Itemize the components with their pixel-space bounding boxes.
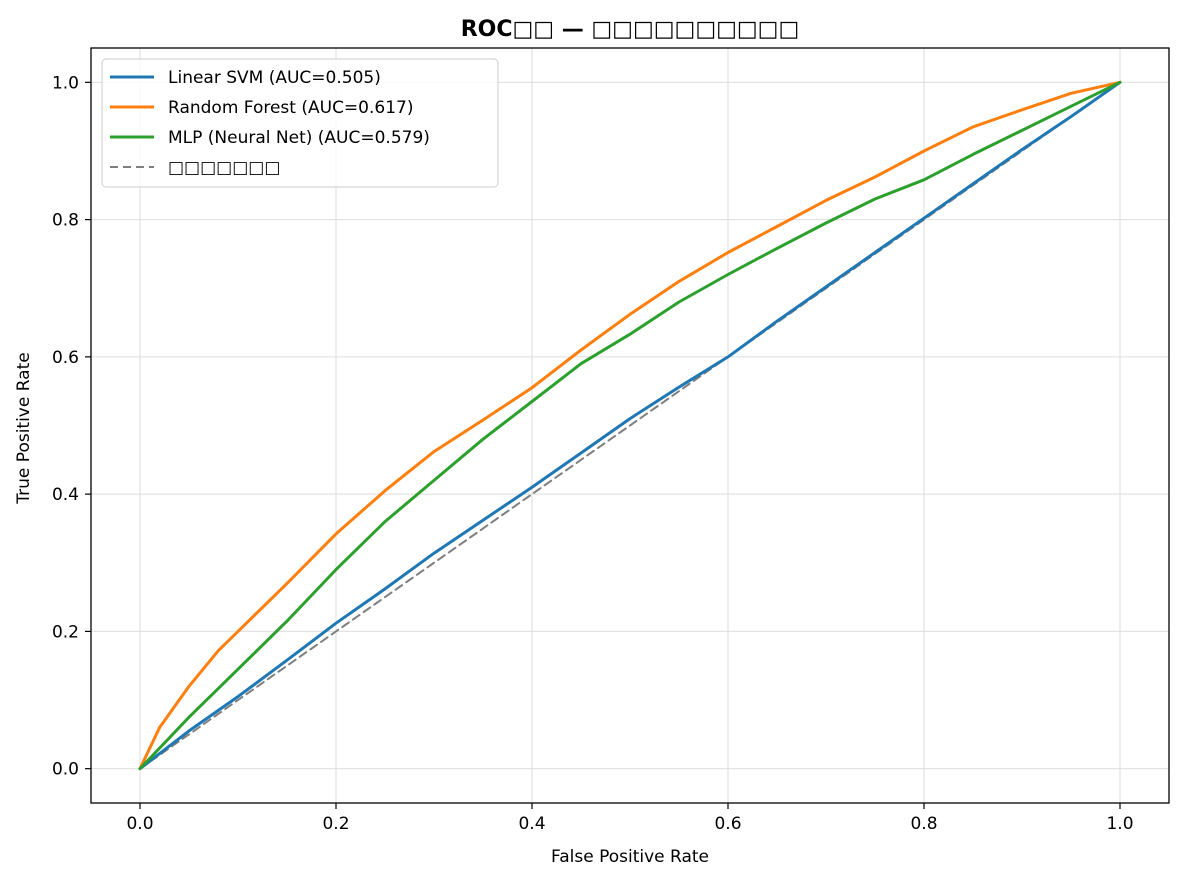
legend: Linear SVM (AUC=0.505) Random Forest (AUC…	[101, 58, 499, 188]
series-line-2	[138, 80, 1122, 771]
x-tick-label: 0.4	[518, 814, 545, 834]
chart-title: ROC□□ — □□□□□□□□□□	[461, 17, 800, 42]
y-axis-label: True Positive Rate	[14, 352, 34, 504]
series-line-3	[139, 81, 1121, 770]
x-tick-label: 0.2	[322, 814, 349, 834]
grid	[91, 48, 1169, 803]
x-axis-label: False Positive Rate	[551, 847, 709, 867]
legend-label: MLP (Neural Net) (AUC=0.579)	[168, 128, 430, 148]
x-tick-label: 0.8	[910, 814, 937, 834]
legend-label: Random Forest (AUC=0.617)	[168, 98, 413, 118]
axis-ticks: 0.0 0.2 0.4 0.6 0.8 1.0 0.0 0.2 0.4 0.6 0.8 1.0	[52, 73, 1134, 834]
y-tick-label: 1.0	[52, 73, 79, 93]
x-tick-label: 1.0	[1106, 814, 1133, 834]
x-tick-label: 0.6	[714, 814, 741, 834]
y-tick-label: 0.8	[52, 211, 79, 231]
legend-label: Linear SVM (AUC=0.505)	[168, 68, 381, 88]
legend-label: □□□□□□□	[168, 158, 280, 178]
x-tick-label: 0.0	[126, 814, 153, 834]
series-line-1	[138, 80, 1122, 771]
y-tick-label: 0.0	[52, 760, 79, 780]
legend-box	[101, 58, 499, 188]
series-layer	[138, 80, 1122, 771]
series-line-0	[138, 80, 1122, 771]
plot-frame	[90, 47, 1170, 804]
y-tick-label: 0.6	[52, 348, 79, 368]
y-tick-label: 0.4	[52, 485, 79, 505]
y-tick-label: 0.2	[52, 622, 79, 642]
